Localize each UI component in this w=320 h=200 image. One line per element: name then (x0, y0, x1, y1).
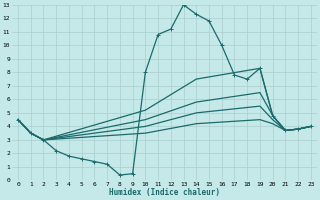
X-axis label: Humidex (Indice chaleur): Humidex (Indice chaleur) (109, 188, 220, 197)
